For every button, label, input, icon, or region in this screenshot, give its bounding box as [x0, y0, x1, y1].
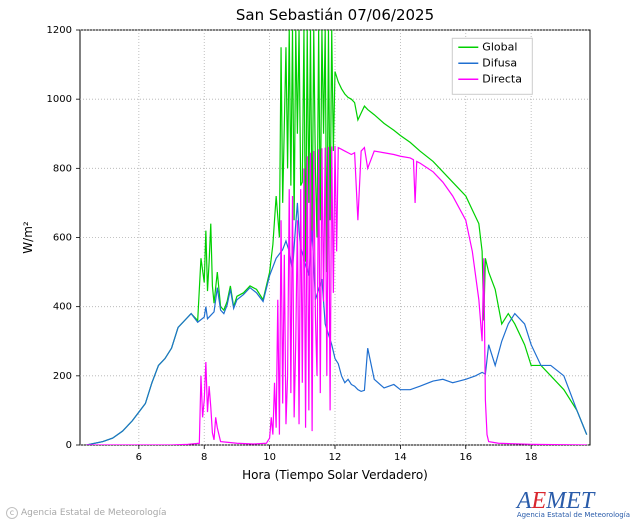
ytick-label: 400 [53, 302, 72, 313]
ytick-label: 600 [53, 233, 72, 244]
logo-subtitle: Agencia Estatal de Meteorología [517, 511, 630, 519]
xtick-label: 18 [525, 452, 538, 463]
ytick-label: 800 [53, 163, 72, 174]
xtick-label: 16 [459, 452, 472, 463]
ytick-label: 0 [66, 440, 72, 451]
legend-label: Directa [482, 72, 522, 85]
xtick-label: 8 [201, 452, 207, 463]
xtick-label: 14 [394, 452, 407, 463]
legend: Global Difusa Directa [452, 38, 532, 94]
figure: 6 8 10 12 14 16 18 0 200 400 600 800 1000 1200 San Seb… [0, 0, 640, 525]
chart-svg: 6 8 10 12 14 16 18 0 200 400 600 800 1000 1200 San Seb… [0, 0, 640, 525]
legend-label: Global [482, 40, 517, 53]
ytick-label: 1200 [47, 25, 72, 36]
xtick-label: 10 [263, 452, 276, 463]
copyright-notice: cAgencia Estatal de Meteorología [6, 507, 167, 519]
ytick-label: 1000 [47, 94, 72, 105]
xtick-label: 12 [329, 452, 342, 463]
xtick-label: 6 [136, 452, 142, 463]
copyright-icon: c [6, 507, 18, 519]
chart-title: San Sebastián 07/06/2025 [236, 6, 434, 24]
x-axis-label: Hora (Tiempo Solar Verdadero) [242, 468, 428, 482]
y-axis-label: W/m² [21, 221, 35, 254]
legend-label: Difusa [482, 56, 517, 69]
copyright-text: Agencia Estatal de Meteorología [21, 508, 167, 518]
aemet-logo: AEMET Agencia Estatal de Meteorología [517, 488, 630, 519]
ytick-label: 200 [53, 371, 72, 382]
